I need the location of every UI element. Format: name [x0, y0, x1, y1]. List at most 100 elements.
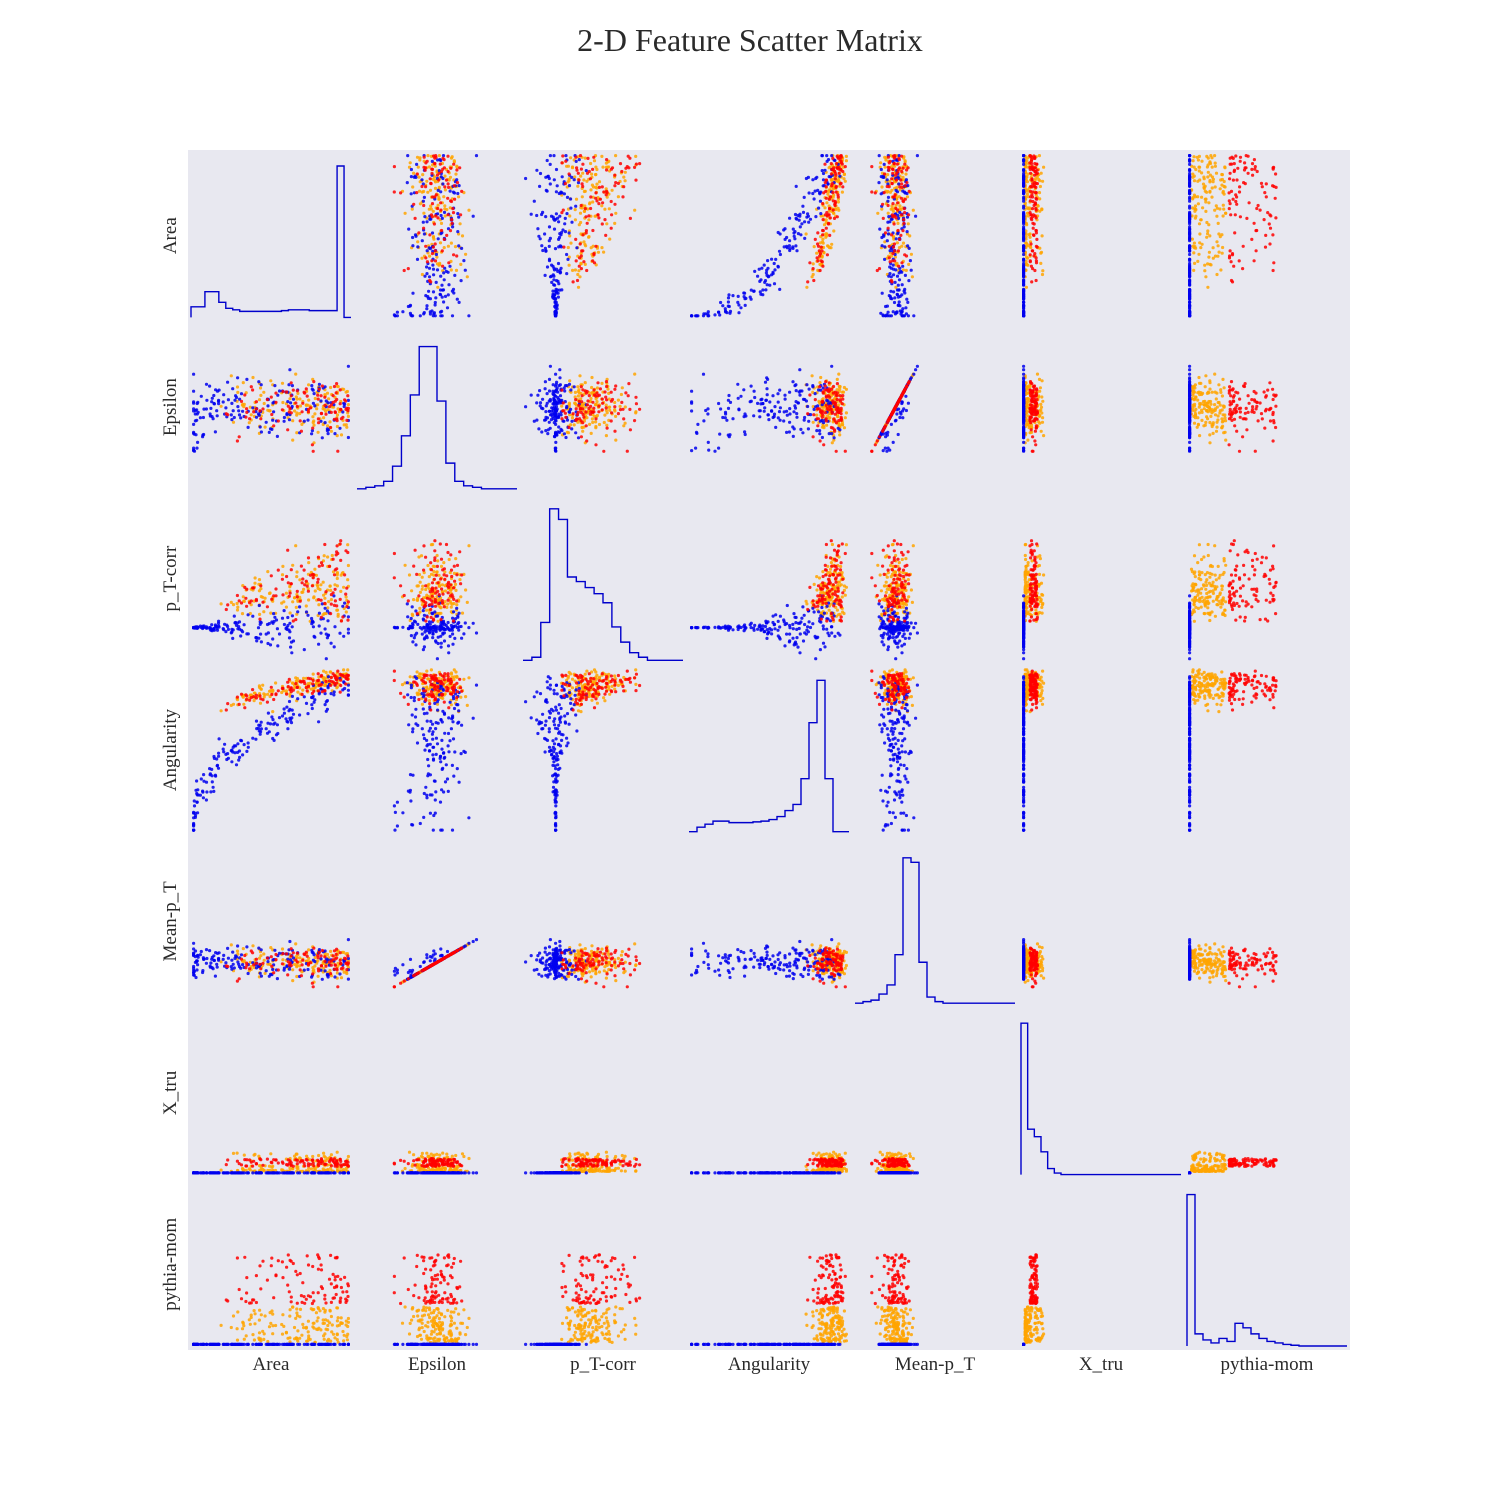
point-orange — [837, 372, 841, 376]
point-blue — [557, 430, 562, 434]
point-orange — [591, 244, 595, 248]
point-orange — [429, 207, 433, 211]
point-orange — [1210, 423, 1214, 427]
point-orange — [597, 422, 602, 427]
point-blue — [1022, 293, 1026, 297]
point-red — [433, 249, 437, 253]
point-orange — [1208, 387, 1212, 391]
point-red — [1029, 421, 1033, 425]
point-blue — [319, 399, 323, 403]
point-blue — [896, 216, 901, 220]
point-red — [887, 168, 891, 172]
point-red — [338, 388, 342, 392]
point-blue — [236, 376, 240, 380]
point-blue — [422, 195, 426, 199]
point-orange — [571, 268, 575, 272]
point-red — [1272, 261, 1276, 265]
point-red — [826, 222, 831, 226]
point-orange — [894, 203, 898, 207]
point-blue — [392, 313, 396, 317]
point-blue — [241, 409, 245, 413]
point-red — [1232, 264, 1236, 268]
point-blue — [192, 389, 196, 393]
point-blue — [898, 415, 902, 420]
point-blue — [1188, 449, 1192, 453]
point-orange — [259, 393, 263, 397]
point-orange — [895, 241, 900, 245]
point-blue — [904, 394, 908, 398]
point-blue — [563, 384, 568, 388]
point-orange — [817, 399, 821, 403]
point-orange — [890, 204, 894, 208]
point-orange — [1209, 402, 1213, 406]
point-red — [1243, 166, 1247, 170]
point-blue — [1022, 268, 1026, 272]
point-red — [613, 429, 617, 433]
point-red — [601, 201, 605, 205]
point-red — [579, 419, 583, 423]
point-blue — [557, 282, 561, 286]
point-red — [1234, 390, 1238, 394]
point-red — [1035, 387, 1039, 391]
point-orange — [886, 173, 890, 177]
point-red — [285, 390, 289, 394]
point-red — [1032, 385, 1036, 389]
point-blue — [772, 261, 776, 266]
point-blue — [554, 419, 558, 423]
point-orange — [1197, 405, 1201, 409]
point-red — [634, 402, 639, 406]
point-blue — [537, 234, 541, 238]
point-orange — [566, 245, 570, 250]
point-red — [870, 449, 874, 453]
point-orange — [889, 254, 894, 258]
point-red — [245, 407, 249, 411]
point-blue — [811, 178, 815, 182]
point-red — [428, 278, 432, 283]
point-orange — [587, 218, 591, 222]
point-blue — [1022, 368, 1026, 372]
point-blue — [462, 259, 466, 263]
point-orange — [1028, 235, 1032, 239]
point-orange — [568, 379, 572, 383]
point-red — [592, 388, 596, 392]
point-blue — [550, 409, 554, 413]
point-blue — [818, 199, 823, 203]
point-blue — [452, 291, 456, 295]
point-blue — [817, 388, 821, 392]
point-red — [346, 406, 350, 410]
point-red — [575, 417, 579, 421]
point-red — [1259, 412, 1264, 416]
point-red — [311, 426, 315, 430]
point-orange — [876, 211, 880, 215]
point-red — [628, 428, 633, 432]
point-blue — [727, 304, 731, 309]
point-red — [897, 264, 901, 268]
point-blue — [1188, 171, 1192, 176]
point-blue — [886, 220, 890, 224]
point-orange — [426, 154, 430, 158]
point-orange — [1040, 411, 1044, 415]
point-orange — [1206, 170, 1210, 174]
point-orange — [1215, 425, 1219, 429]
point-blue — [543, 380, 548, 384]
point-red — [897, 156, 901, 160]
point-blue — [794, 389, 798, 393]
point-orange — [436, 285, 440, 289]
point-red — [1033, 439, 1037, 443]
point-red — [441, 264, 445, 268]
point-orange — [1036, 204, 1040, 208]
point-orange — [1205, 154, 1209, 158]
point-blue — [544, 418, 548, 422]
point-orange — [1214, 171, 1219, 175]
point-blue — [230, 401, 234, 405]
point-blue — [535, 401, 539, 405]
point-orange — [583, 156, 587, 160]
point-orange — [311, 420, 315, 425]
point-red — [886, 203, 890, 208]
point-red — [1228, 202, 1232, 206]
point-orange — [437, 154, 441, 158]
point-red — [891, 171, 895, 175]
point-orange — [1024, 188, 1028, 192]
point-orange — [1041, 399, 1045, 403]
point-blue — [412, 191, 416, 195]
